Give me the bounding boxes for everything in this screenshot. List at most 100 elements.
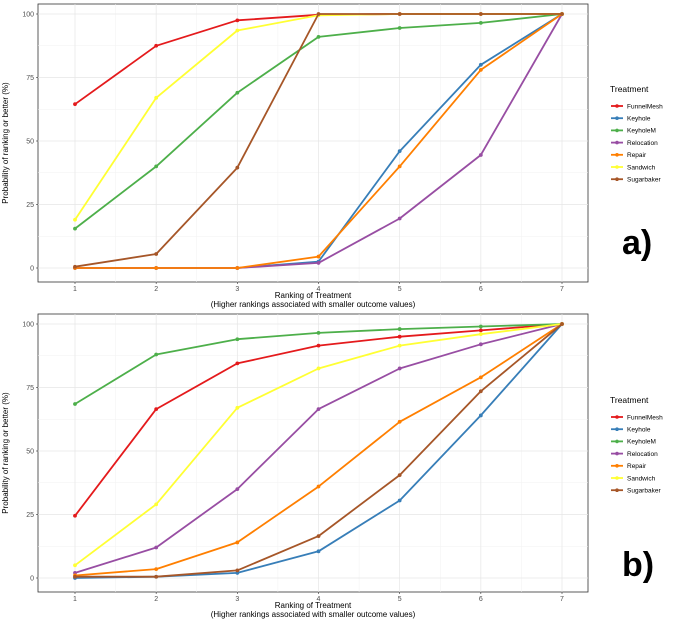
x-tick-label: 5	[398, 596, 402, 603]
data-point	[316, 343, 321, 348]
legend-item: Repair	[611, 152, 647, 159]
x-tick-label: 1	[73, 286, 77, 293]
legend-label: Sugarbaker	[627, 488, 661, 495]
legend-label: Repair	[627, 152, 647, 159]
data-point	[235, 90, 240, 95]
data-point	[154, 567, 159, 572]
legend-marker	[615, 427, 619, 432]
data-point	[154, 252, 159, 256]
y-tick-label: 25	[26, 202, 34, 209]
data-point	[154, 95, 159, 100]
legend-marker	[615, 116, 619, 120]
legend-marker	[615, 488, 619, 493]
legend-item: KeyholeM	[611, 128, 656, 135]
data-point	[235, 165, 240, 170]
data-point	[478, 328, 483, 333]
data-point	[397, 149, 402, 154]
data-point	[397, 12, 402, 16]
data-point	[73, 563, 77, 568]
data-point	[316, 407, 321, 411]
data-point	[235, 337, 240, 342]
panel-label: a)	[622, 224, 652, 262]
data-point	[316, 549, 321, 554]
legend-marker	[615, 177, 619, 181]
legend-item: FunnelMesh	[611, 103, 663, 110]
data-point	[397, 334, 402, 339]
data-point	[154, 502, 159, 507]
x-tick-label: 4	[317, 286, 321, 293]
plot-frame	[37, 3, 589, 283]
panel-label: b)	[622, 546, 654, 584]
data-point	[73, 102, 77, 107]
data-point	[478, 153, 483, 157]
chart-panel-b: 0 25 50 75 100 1 2 3 4 5 6 7 Ranking of Treatment(Hi…	[1, 313, 663, 619]
legend-label: Keyhole	[627, 427, 651, 434]
data-point	[397, 26, 402, 30]
data-point	[397, 343, 402, 348]
legend-item: Sandwich	[611, 475, 656, 482]
data-point	[154, 266, 159, 270]
data-point	[397, 216, 402, 221]
x-axis-title: Ranking of Treatment	[275, 291, 352, 300]
data-point	[478, 342, 483, 347]
y-tick-label: 100	[22, 12, 34, 19]
data-point	[316, 484, 321, 489]
x-tick-label: 2	[154, 596, 158, 603]
data-point	[235, 540, 240, 545]
legend-marker	[615, 415, 619, 419]
x-tick-label: 6	[479, 596, 483, 603]
legend-item: Sandwich	[611, 164, 656, 171]
data-point	[154, 164, 159, 169]
legend-item: KeyholeM	[611, 439, 656, 446]
data-point	[316, 366, 321, 371]
legend-label: Relocation	[627, 140, 658, 147]
data-point	[316, 330, 321, 335]
data-point	[235, 487, 240, 491]
plot-frame	[37, 313, 589, 593]
data-point	[478, 375, 483, 380]
data-point	[154, 352, 159, 357]
x-axis-subtitle: (Higher rankings associated with smaller…	[211, 610, 416, 619]
data-point	[316, 254, 321, 259]
legend-item: Relocation	[611, 451, 658, 458]
legend-title: Treatment	[610, 395, 649, 405]
y-tick-label: 0	[30, 266, 34, 273]
legend-marker	[615, 451, 619, 456]
data-point	[154, 407, 159, 411]
legend-item: Relocation	[611, 140, 658, 147]
series-keyholem	[73, 12, 564, 231]
legend-marker	[615, 140, 619, 145]
series-keyholem	[73, 322, 564, 406]
data-point	[397, 327, 402, 331]
data-point	[235, 28, 240, 33]
legend-marker	[615, 439, 619, 444]
series-sugarbaker	[73, 12, 564, 269]
data-point	[478, 389, 483, 394]
data-point	[478, 413, 483, 418]
legend-label: Keyhole	[627, 116, 651, 123]
data-point	[478, 324, 483, 329]
legend-label: Repair	[627, 463, 647, 470]
legend-label: FunnelMesh	[627, 103, 663, 110]
data-point	[316, 34, 321, 39]
legend-label: Sugarbaker	[627, 177, 661, 184]
legend-marker	[615, 464, 619, 468]
data-point	[73, 574, 77, 579]
x-tick-label: 3	[235, 596, 239, 603]
legend-item: Repair	[611, 463, 647, 470]
legend-title: Treatment	[610, 84, 649, 94]
data-point	[478, 20, 483, 25]
data-point	[397, 164, 402, 169]
data-point	[560, 322, 564, 326]
legend-label: FunnelMesh	[627, 414, 663, 421]
data-point	[235, 18, 240, 23]
x-tick-label: 5	[398, 286, 402, 293]
legend-item: Sugarbaker	[611, 488, 661, 495]
data-point	[154, 574, 159, 579]
x-tick-label: 7	[560, 596, 564, 603]
data-point	[316, 12, 321, 16]
data-point	[478, 12, 483, 16]
x-tick-label: 1	[73, 596, 77, 603]
legend-item: Keyhole	[611, 427, 651, 434]
